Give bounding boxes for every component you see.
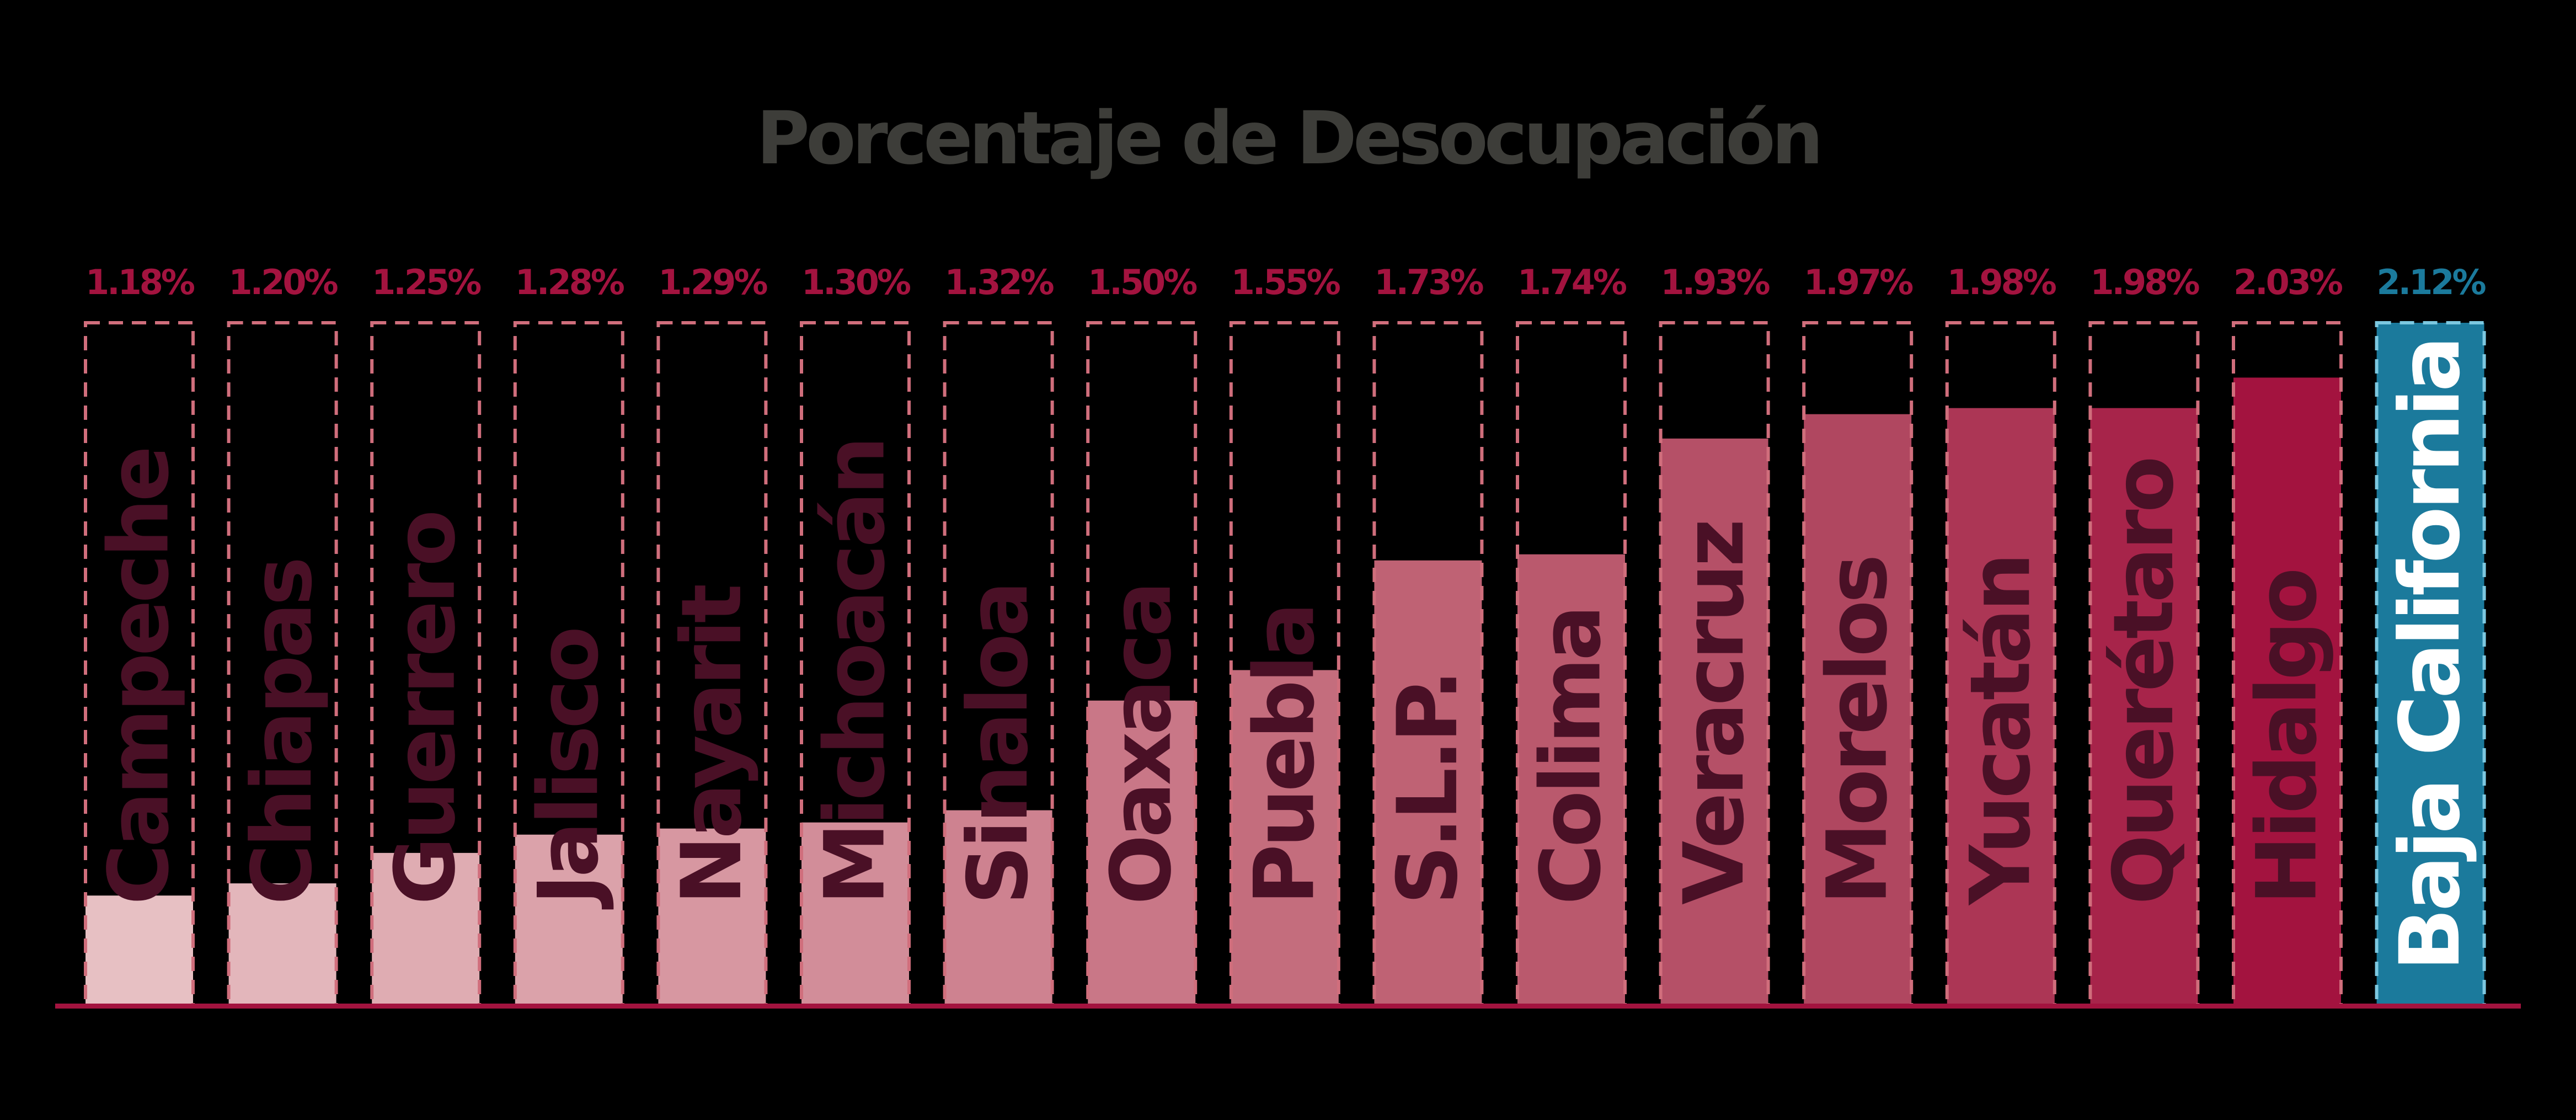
value-label-5: 1.29%: [658, 262, 767, 302]
category-label-13: Morelos: [1810, 557, 1906, 905]
bar-12: [1660, 438, 1768, 1006]
category-label-16: Hidalgo: [2240, 571, 2335, 905]
value-label-11: 1.74%: [1517, 262, 1627, 302]
chart-title: Porcentaje de Desocupación: [756, 96, 1823, 181]
bar-3: [372, 852, 480, 1005]
baseline: [55, 1004, 2521, 1009]
value-label-4: 1.28%: [515, 262, 624, 302]
value-label-15: 1.98%: [2090, 262, 2199, 302]
category-label-4: Jalisco: [521, 630, 617, 910]
category-label-10: S.L.P.: [1380, 673, 1476, 905]
bar-16: [2233, 377, 2341, 1005]
bar-15: [2090, 408, 2198, 1005]
bar-11: [1517, 554, 1625, 1005]
category-label-11: Colima: [1524, 609, 1620, 905]
bar-4: [515, 834, 623, 1005]
bar-8: [1088, 700, 1196, 1005]
bar-9: [1231, 670, 1339, 1005]
bar-1: [85, 895, 193, 1005]
category-label-1: Campeche: [92, 449, 188, 905]
category-label-2: Chiapas: [234, 560, 330, 905]
bar-7: [944, 810, 1052, 1005]
value-label-1: 1.18%: [85, 262, 195, 302]
bar-5: [658, 828, 766, 1005]
value-label-16: 2.03%: [2233, 262, 2343, 302]
category-label-7: Sinaloa: [950, 584, 1046, 905]
category-label-14: Yucatán: [1953, 556, 2049, 906]
category-label-15: Querétaro: [2096, 459, 2192, 905]
bar-13: [1804, 414, 1912, 1005]
value-label-2: 1.20%: [229, 262, 338, 302]
category-label-17: Baja California: [2382, 339, 2478, 971]
value-label-12: 1.93%: [1661, 262, 1770, 302]
bar-10: [1374, 560, 1482, 1005]
bar-2: [228, 883, 336, 1005]
bar-14: [1947, 408, 2055, 1005]
value-label-7: 1.32%: [945, 262, 1054, 302]
value-label-14: 1.98%: [1947, 262, 2056, 302]
bar-17: [2376, 323, 2484, 1005]
category-label-12: Veracruz: [1666, 522, 1762, 905]
value-label-6: 1.30%: [801, 262, 911, 302]
category-label-3: Guerrero: [378, 513, 474, 905]
value-label-10: 1.73%: [1374, 262, 1483, 302]
value-label-17: 2.12%: [2377, 262, 2486, 302]
value-label-3: 1.25%: [372, 262, 481, 302]
bar-6: [801, 822, 909, 1005]
value-label-8: 1.50%: [1088, 262, 1197, 302]
value-label-9: 1.55%: [1231, 262, 1340, 302]
category-label-8: Oaxaca: [1094, 584, 1190, 905]
category-label-6: Michoacán: [808, 439, 904, 905]
category-label-9: Puebla: [1237, 606, 1333, 905]
value-label-13: 1.97%: [1804, 262, 1913, 302]
category-label-5: Nayarit: [664, 585, 760, 905]
